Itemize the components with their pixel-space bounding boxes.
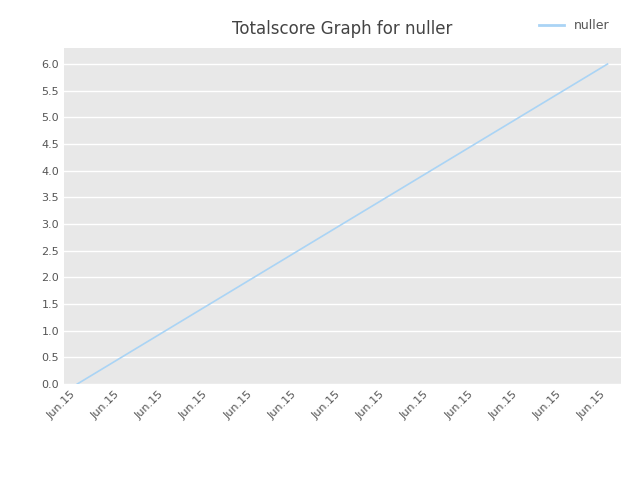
nuller	[471, 141, 479, 147]
nuller	[162, 328, 170, 334]
nuller	[427, 168, 435, 174]
nuller	[515, 114, 523, 120]
nuller	[604, 61, 611, 67]
Title: Totalscore Graph for nuller: Totalscore Graph for nuller	[232, 20, 452, 38]
Line: nuller: nuller	[77, 64, 607, 384]
nuller	[118, 354, 125, 360]
nuller	[294, 248, 302, 253]
nuller	[559, 88, 567, 94]
nuller	[250, 275, 258, 280]
nuller	[339, 221, 346, 227]
Legend: nuller: nuller	[534, 14, 614, 37]
nuller	[206, 301, 214, 307]
nuller	[383, 194, 390, 200]
nuller	[74, 381, 81, 387]
